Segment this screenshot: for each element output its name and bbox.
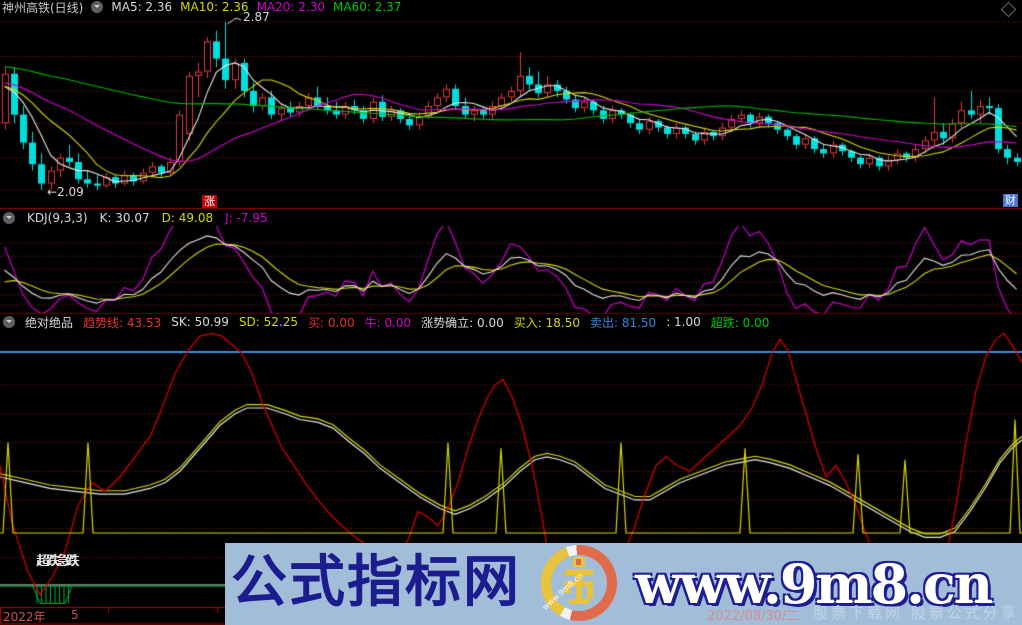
high-price-label: 2.87 (243, 10, 270, 24)
unnamed-value: : 1.00 (666, 315, 701, 329)
uptrend-flag-value: 涨势确立: 0.00 (421, 315, 504, 330)
watermark-date: 2022/08/30/二 (707, 609, 800, 624)
buy-level-value: 买入: 18.50 (513, 315, 580, 330)
oversold-value: 超跌: 0.00 (710, 315, 770, 330)
indicator-title: 绝对绝品 (25, 315, 74, 330)
chevron-down-icon[interactable] (3, 211, 15, 224)
cai-marker-badge: 财 (1003, 194, 1018, 207)
stock-title: 神州高铁(日线) (2, 0, 84, 15)
axis-month-label[interactable]: 5 (71, 608, 79, 622)
chevron-down-icon[interactable] (3, 316, 15, 328)
kdj-d-value: D: 49.08 (161, 210, 214, 225)
bull-flag-value: 牛: 0.00 (364, 315, 412, 330)
seal-glyph-icon (565, 557, 593, 604)
oversold-signal-text: 超跌急跌 (36, 554, 79, 569)
ma10-legend: MA10: 2.36 (180, 0, 249, 14)
indicator-header: 绝对绝品 趋势线: 43.53 SK: 50.99 SD: 52.25 买: 0… (3, 314, 769, 330)
watermark-site-name: 公式指标网 (231, 550, 521, 615)
ma20-legend: MA20: 2.30 (256, 0, 325, 14)
axis-year-label[interactable]: 2022年 (3, 610, 46, 624)
9m8-logo-icon: www.9m8.cn (541, 545, 617, 621)
zhang-marker-badge: 涨 (202, 195, 217, 208)
sd-value: SD: 52.25 (238, 315, 299, 329)
chevron-down-icon[interactable] (91, 1, 104, 13)
ma60-legend: MA60: 2.37 (333, 0, 402, 14)
sell-level-value: 卖出: 81.50 (589, 315, 657, 330)
trend-value: 趋势线: 43.53 (83, 315, 162, 330)
watermark-banner: 公式指标网 www.9m8.cn www.9m8.cn 2022/08/30/二… (225, 543, 1022, 625)
kdj-j-value: J: -7.95 (225, 210, 268, 225)
sk-value: SK: 50.99 (171, 315, 229, 329)
low-price-label: ←2.09 (47, 185, 84, 199)
buy-flag-value: 买: 0.00 (308, 315, 355, 330)
kdj-title: KDJ(9,3,3) (27, 210, 88, 225)
ma5-legend: MA5: 2.36 (111, 0, 173, 14)
watermark-url: www.9m8.cn (635, 552, 993, 616)
main-chart-header: 神州高铁(日线) MA5: 2.36 MA10: 2.36 MA20: 2.30… (2, 0, 402, 15)
kdj-header: KDJ(9,3,3) K: 30.07 D: 49.08 J: -7.95 (3, 210, 268, 225)
watermark-tagline: 股票下载网 股票公式分享平台 (813, 604, 1019, 622)
kdj-k-value: K: 30.07 (99, 210, 150, 225)
